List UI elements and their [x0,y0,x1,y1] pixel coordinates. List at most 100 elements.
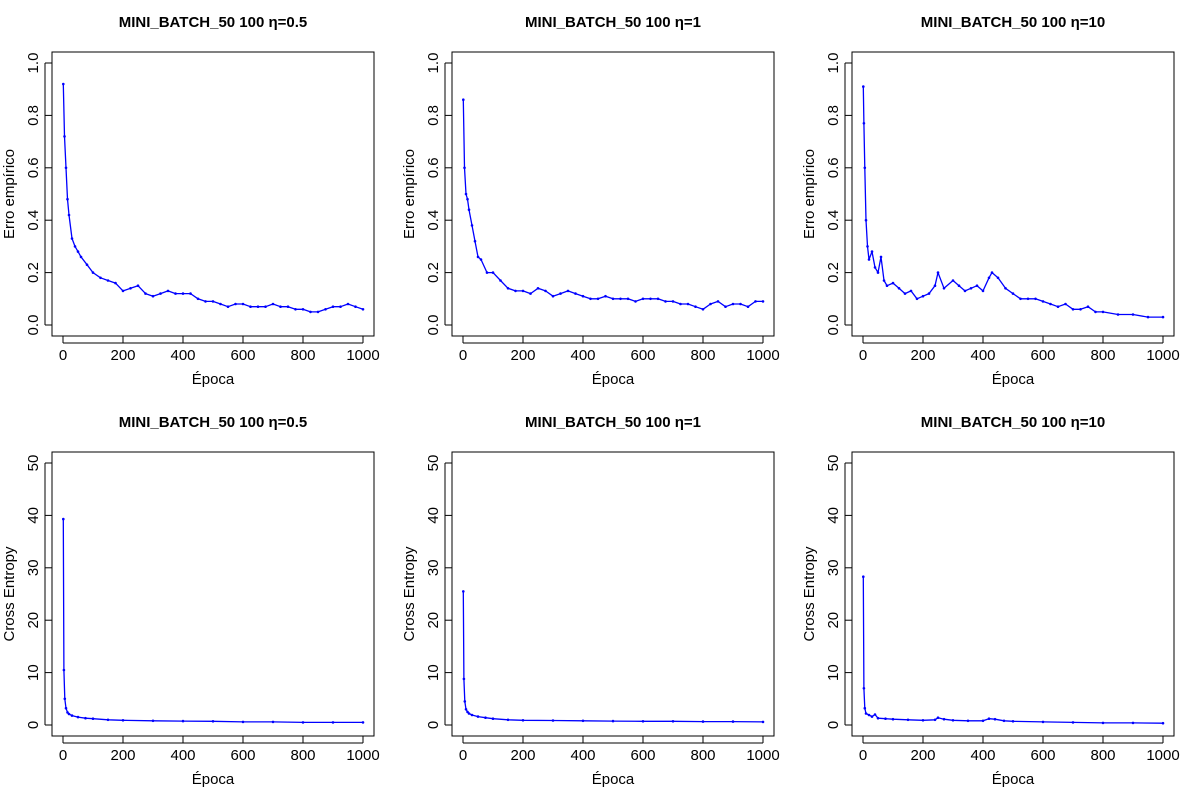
y-tick-label: 0.6 [25,157,42,178]
y-tick-label: 0.0 [825,315,842,336]
data-point [1161,721,1165,725]
data-point [716,300,720,303]
chart-title: MINI_BATCH_50 100 η=1 [525,14,701,31]
data-point [1034,297,1037,301]
data-point [76,250,80,253]
data-point [256,305,260,309]
data-point [241,302,245,306]
chart-title: MINI_BATCH_50 100 η=0.5 [119,14,308,31]
y-tick-label: 30 [425,559,442,576]
plot-frame [851,451,1175,737]
x-tick-label: 400 [570,747,595,764]
data-point [641,720,645,723]
chart-panel-cross-entropy-eta-1: MINI_BATCH_50 100 η=1 Época Cross Entrop… [401,414,780,788]
data-point [611,297,615,301]
y-tick-label: 20 [425,612,442,629]
data-point [882,279,886,282]
data-point [951,719,955,722]
data-point [634,300,637,303]
data-point [464,708,468,711]
data-point [463,700,467,703]
data-point [1101,310,1105,314]
data-point [559,292,562,295]
y-tick-label: 30 [25,559,42,576]
x-tick-label: 1000 [1146,347,1179,364]
data-point [181,292,185,295]
data-point [1086,305,1090,309]
data-point [484,716,487,719]
x-axis-label: Época [592,371,635,388]
data-point [701,720,705,723]
data-point [870,250,874,253]
data-point [574,292,577,295]
plot-frame [451,51,775,337]
data-point [466,197,469,201]
data-point [91,717,95,720]
series-line [462,591,764,723]
series-line [62,519,363,724]
y-tick-label: 0.6 [825,157,842,178]
data-point [873,266,877,269]
data-point [234,302,237,306]
y-tick-label: 20 [25,612,42,629]
data-point [915,297,919,301]
data-point [626,297,630,301]
data-point [189,292,192,295]
data-point [862,575,865,578]
data-point [1071,721,1075,724]
data-point [79,255,83,259]
data-point [862,687,866,690]
data-point [1161,315,1165,319]
x-tick-label: 600 [1030,347,1055,364]
data-point [876,716,880,720]
data-point [181,719,185,723]
data-point [514,289,517,293]
x-tick-label: 400 [970,747,995,764]
data-point [906,718,910,722]
data-point [136,284,140,288]
y-tick-label: 0.0 [25,315,42,336]
y-axis-label: Erro empírico [1,149,18,239]
y-tick-label: 1.0 [25,53,42,74]
x-tick-label: 800 [690,347,715,364]
data-point [151,294,155,298]
y-tick-label: 1.0 [425,53,442,74]
y-axis-label: Cross Entropy [401,546,418,642]
data-point [491,271,495,274]
data-point [521,289,525,293]
data-point [996,276,1000,280]
data-point [551,294,555,298]
data-point [862,122,866,125]
data-point [909,289,913,293]
data-point [581,294,585,298]
y-axis-label: Cross Entropy [801,546,818,642]
y-tick-label: 40 [25,507,42,524]
data-point [67,712,71,716]
data-point [67,213,71,217]
data-point [354,305,357,309]
y-tick-label: 0.2 [425,262,442,283]
data-point [1116,313,1120,316]
x-tick-label: 0 [459,747,467,764]
plot-frame [851,51,1175,337]
y-tick-label: 0.8 [425,105,442,126]
data-point [286,305,290,309]
data-point [114,281,117,285]
data-point [671,300,675,303]
y-tick-label: 40 [825,507,842,524]
x-tick-label: 0 [59,747,67,764]
data-point [863,166,867,170]
data-point [679,302,682,306]
data-point [264,305,267,309]
data-point [316,310,320,314]
data-point [936,271,940,274]
data-point [159,292,162,295]
data-point [1131,313,1135,316]
x-tick-label: 1000 [346,747,379,764]
y-tick-label: 0 [825,721,842,729]
x-tick-label: 400 [570,347,595,364]
x-tick-label: 800 [1090,747,1115,764]
data-point [544,289,547,293]
data-point [619,297,622,301]
data-point [64,706,68,710]
